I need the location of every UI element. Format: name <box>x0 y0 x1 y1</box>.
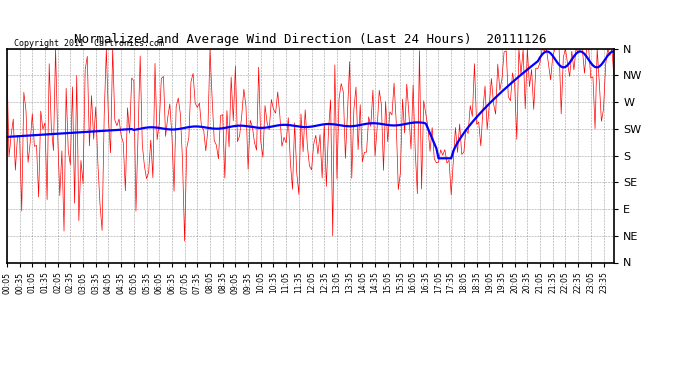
Text: Copyright 2011  Cartronics.com: Copyright 2011 Cartronics.com <box>14 39 164 48</box>
Title: Normalized and Average Wind Direction (Last 24 Hours)  20111126: Normalized and Average Wind Direction (L… <box>75 33 546 46</box>
